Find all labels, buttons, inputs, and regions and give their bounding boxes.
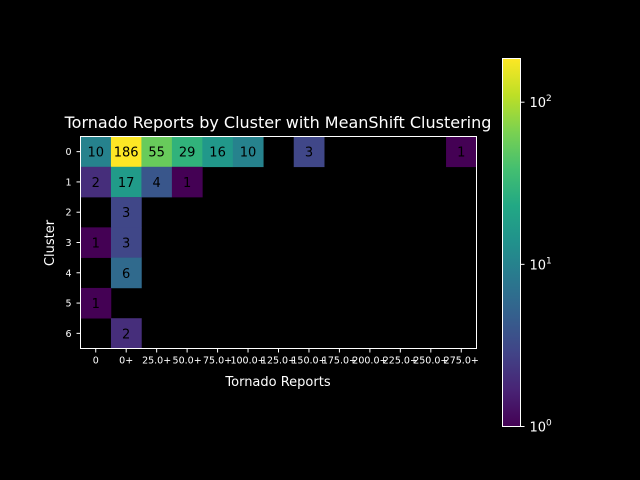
colorbar-tick-label: 102	[530, 94, 552, 111]
x-tick-label: 25.0+	[142, 356, 171, 367]
heatmap-cell	[293, 136, 325, 168]
heatmap-cell	[80, 227, 112, 258]
y-tick-label: 4	[65, 268, 71, 279]
y-tick-label: 2	[65, 208, 71, 219]
heatmap-cell	[80, 287, 112, 319]
heatmap-cell	[141, 136, 173, 168]
heatmap-cell	[202, 136, 234, 168]
x-tick-label: 175.0+	[322, 356, 357, 367]
heatmap-cell	[171, 166, 203, 198]
cell-value-label: 1	[183, 176, 191, 191]
cell-value-label: 2	[122, 327, 130, 342]
cell-value-label: 1	[92, 297, 100, 312]
heatmap-cell	[110, 318, 142, 349]
colorbar-tick-label: 100	[530, 419, 553, 436]
cell-value-label: 17	[118, 176, 135, 191]
cell-value-label: 4	[153, 176, 161, 191]
cell-value-label: 2	[92, 176, 100, 191]
cell-value-label: 186	[114, 146, 139, 161]
heatmap-cell	[110, 166, 142, 198]
y-axis-ticks: 0 1 2 3 4 5 6	[65, 147, 81, 340]
cell-value-label: 1	[457, 146, 465, 161]
cell-value-label: 10	[87, 146, 104, 161]
cell-value-label: 3	[122, 237, 130, 252]
y-tick-label: 6	[65, 329, 71, 340]
x-axis-label: Tornado Reports	[224, 375, 330, 390]
x-axis-ticks: 0 0+ 25.0+ 50.0+ 75.0+100.0+125.0+150.0+175.…	[93, 348, 479, 367]
x-tick-label: 0	[93, 356, 99, 367]
colorbar	[502, 58, 521, 427]
heatmap-cell	[110, 197, 142, 228]
cell-value-label: 1	[92, 237, 100, 252]
cell-value-label: 29	[179, 146, 196, 161]
heatmap-cell	[141, 166, 173, 198]
y-tick-label: 0	[65, 147, 71, 158]
x-tick-label: 200.0+	[352, 356, 387, 367]
x-tick-label: 75.0+	[203, 356, 232, 367]
x-tick-label: 0+	[119, 356, 133, 367]
x-tick-label: 150.0+	[291, 356, 326, 367]
y-tick-label: 3	[65, 238, 71, 249]
cell-value-label: 55	[148, 146, 165, 161]
heatmap-cell	[446, 136, 477, 168]
heatmap-cell	[171, 136, 203, 168]
heatmap-cell	[80, 136, 112, 168]
heatmap-cell	[110, 136, 142, 168]
y-axis-label: Cluster	[43, 219, 58, 266]
heatmap-cell	[232, 136, 264, 168]
chart-title: Tornado Reports by Cluster with MeanShif…	[64, 113, 492, 132]
heatmap-cell	[110, 257, 142, 289]
cell-value-label: 3	[305, 146, 313, 161]
x-tick-label: 100.0+	[230, 356, 265, 367]
cell-value-label: 16	[209, 146, 226, 161]
heatmap-cell	[80, 166, 112, 198]
y-tick-label: 1	[65, 177, 71, 188]
heatmap-cell	[110, 227, 142, 258]
cell-value-label: 6	[122, 267, 130, 282]
heatmap-cells	[80, 136, 477, 349]
y-tick-label: 5	[65, 299, 71, 310]
colorbar-tick-label: 101	[530, 256, 552, 273]
x-tick-label: 250.0+	[413, 356, 448, 367]
x-tick-label: 225.0+	[383, 356, 418, 367]
cell-value-label: 10	[240, 146, 257, 161]
heatmap-cell-labels: 10 186 55 29 16 10 3 1 2 17 4 1 3 1 3 6 1 2	[87, 146, 465, 343]
x-tick-label: 275.0+	[444, 356, 479, 367]
cell-value-label: 3	[122, 206, 130, 221]
colorbar-ticks: 100 101 102	[520, 94, 553, 436]
x-tick-label: 125.0+	[261, 356, 296, 367]
x-tick-label: 50.0+	[173, 356, 202, 367]
